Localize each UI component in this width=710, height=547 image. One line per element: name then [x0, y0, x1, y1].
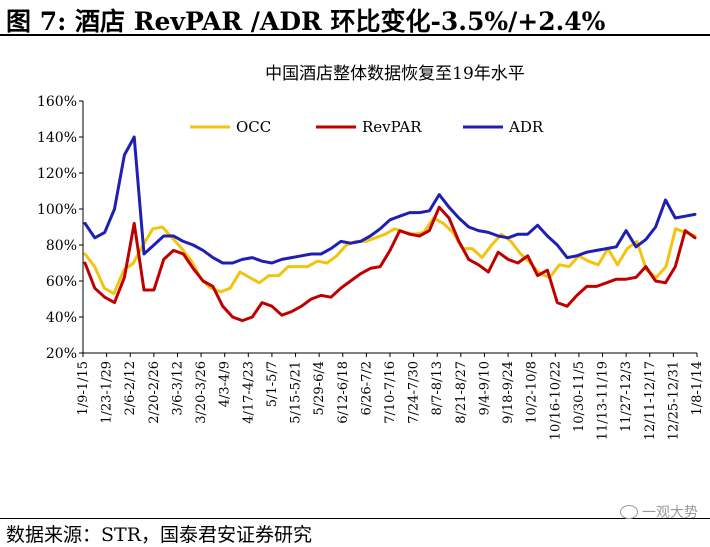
- x-tick-label: 10/2-10/8: [525, 361, 540, 424]
- x-tick-label: 2/20-2/26: [147, 361, 162, 424]
- x-tick-label: 1/23-1/29: [100, 361, 115, 424]
- legend: OCC RevPAR ADR: [190, 118, 544, 136]
- axes: 20% 40% 60% 80% 100% 120% 140% 160% 1/9-1/15 1/23…: [37, 94, 705, 440]
- x-tick-label: 3/20-3/26: [194, 361, 209, 424]
- series-line-adr: [83, 135, 697, 265]
- figure-title: 图 7: 酒店 RevPAR /ADR 环比变化-3.5%/+2.4%: [6, 7, 606, 36]
- series-lines: [83, 135, 697, 323]
- x-tick-label: 11/27-12/3: [619, 361, 634, 432]
- legend-label-occ: OCC: [236, 118, 271, 136]
- source-note: 数据来源：STR，国泰君安证券研究: [6, 524, 312, 546]
- series-line-revpar: [83, 205, 697, 323]
- x-tick-label: 1/9-1/15: [76, 361, 91, 416]
- chart-title: 中国酒店整体数据恢复至19年水平: [265, 64, 525, 84]
- x-tick-label: 1/8-1/14: [690, 361, 705, 416]
- x-tick-label: 6/12-6/18: [336, 361, 351, 424]
- x-tick-label: 4/3-4/9: [218, 361, 233, 407]
- series-line-occ: [83, 216, 697, 296]
- legend-label-revpar: RevPAR: [362, 118, 422, 136]
- x-tick-label: 7/10-7/16: [383, 361, 398, 424]
- x-tick-label: 8/21-8/27: [454, 361, 469, 424]
- x-tick-label: 11/13-11/19: [596, 361, 611, 440]
- y-tick-label: 160%: [37, 94, 77, 110]
- x-tick-label: 5/29-6/4: [312, 361, 327, 416]
- x-tick-label: 10/16-10/22: [548, 361, 563, 440]
- x-tick-label: 9/18-9/24: [501, 361, 516, 424]
- watermark-text: 一观大势: [642, 505, 698, 521]
- x-tick-label: 8/7-8/13: [430, 361, 445, 416]
- y-tick-label: 120%: [37, 166, 77, 182]
- y-tick-label: 20%: [46, 346, 77, 362]
- x-tick-label: 4/17-4/23: [241, 361, 256, 424]
- watermark: 一观大势: [620, 502, 698, 522]
- x-tick-label: 7/24-7/30: [407, 361, 422, 424]
- y-tick-label: 80%: [46, 238, 77, 254]
- y-tick-label: 40%: [46, 310, 77, 326]
- source-rule: [0, 518, 710, 519]
- x-tick-label: 6/26-7/2: [359, 361, 374, 416]
- line-chart: 中国酒店整体数据恢复至19年水平 OCC RevPAR ADR 20% 40% 60% 8…: [37, 64, 705, 440]
- y-tick-label: 100%: [37, 202, 77, 218]
- y-tick-label: 140%: [37, 130, 77, 146]
- x-tick-label: 5/1-5/7: [265, 361, 280, 407]
- x-tick-label: 12/25-12/31: [666, 361, 681, 440]
- x-tick-label: 12/11-12/17: [643, 361, 658, 440]
- legend-label-adr: ADR: [508, 118, 544, 136]
- title-rule: [0, 34, 710, 36]
- x-tick-label: 2/6-2/12: [123, 361, 138, 416]
- x-tick-label: 9/4-9/10: [477, 361, 492, 416]
- x-tick-label: 5/15-5/21: [289, 361, 304, 424]
- x-tick-label: 3/6-3/12: [170, 361, 185, 416]
- wechat-icon: [620, 505, 638, 519]
- x-tick-label: 10/30-11/5: [572, 361, 587, 432]
- y-tick-label: 60%: [46, 274, 77, 290]
